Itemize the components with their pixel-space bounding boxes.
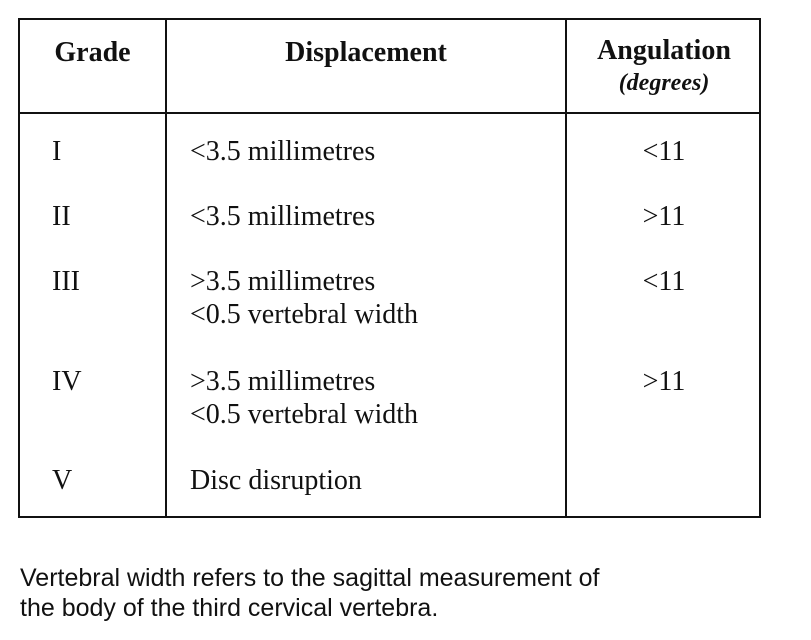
displacement-cell: <0.5 vertebral width: [190, 399, 419, 430]
header-cell: Grade: [54, 37, 131, 68]
displacement-cell: Disc disruption: [190, 465, 362, 496]
header-cell: Angulation: [597, 35, 731, 66]
header-divider: [20, 112, 759, 114]
column-divider: [165, 20, 167, 516]
footnote-line: the body of the third cervical vertebra.: [20, 594, 439, 622]
header-unit: (degrees): [618, 70, 710, 96]
header-cell: Displacement: [285, 37, 447, 68]
displacement-cell: <3.5 millimetres: [190, 201, 376, 232]
displacement-cell: >3.5 millimetres: [190, 266, 376, 297]
table: Grade Displacement Angulation (degrees) …: [18, 18, 761, 518]
angulation-cell: <11: [642, 136, 686, 167]
column-divider: [565, 20, 567, 516]
displacement-cell: <0.5 vertebral width: [190, 299, 419, 330]
footnote-line: Vertebral width refers to the sagittal m…: [20, 564, 600, 592]
grade-cell: V: [52, 465, 73, 496]
grade-cell: III: [52, 266, 80, 297]
displacement-cell: <3.5 millimetres: [190, 136, 376, 167]
angulation-cell: >11: [642, 366, 686, 397]
angulation-cell: >11: [642, 201, 686, 232]
displacement-cell: >3.5 millimetres: [190, 366, 376, 397]
grade-cell: II: [52, 201, 71, 232]
angulation-cell: <11: [642, 266, 686, 297]
grade-cell: IV: [52, 366, 82, 397]
grade-cell: I: [52, 136, 62, 167]
